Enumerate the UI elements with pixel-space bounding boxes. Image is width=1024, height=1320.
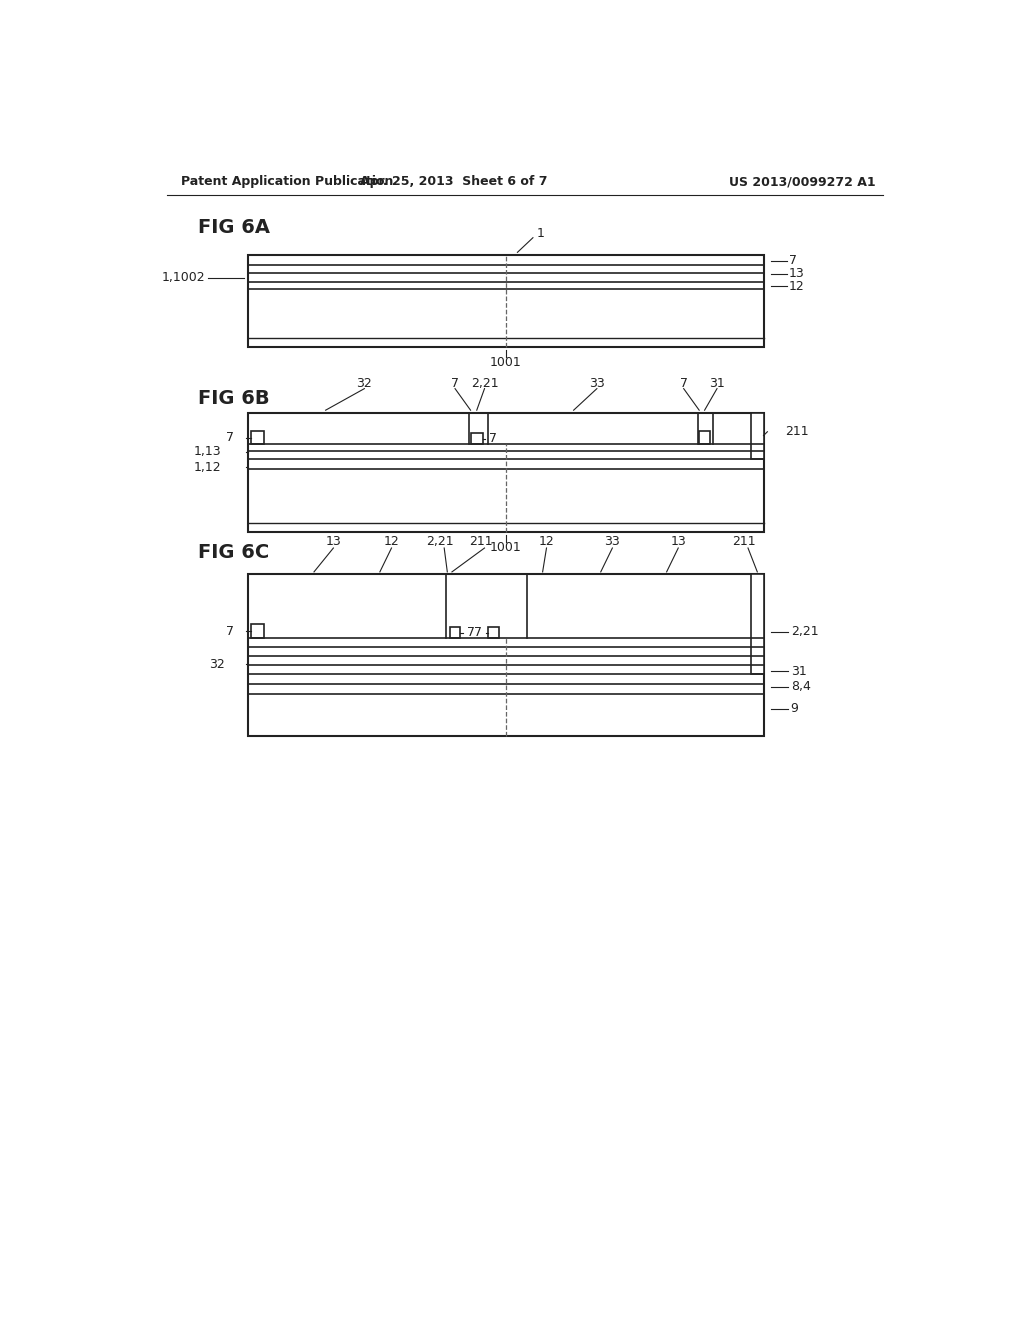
Text: FIG 6C: FIG 6C [198, 543, 269, 562]
Bar [488, 627, 500, 638]
Text: 7: 7 [790, 255, 797, 268]
Text: Patent Application Publication: Patent Application Publication [180, 176, 393, 187]
Text: 2,21: 2,21 [427, 536, 454, 548]
Text: 33: 33 [604, 536, 621, 548]
Text: 12: 12 [384, 536, 399, 548]
Text: 7: 7 [226, 624, 234, 638]
Text: 9: 9 [791, 702, 799, 715]
Text: 1001: 1001 [489, 356, 521, 370]
Bar [248, 574, 764, 737]
Text: 7: 7 [474, 626, 482, 639]
Text: 7: 7 [451, 376, 459, 389]
Text: 12: 12 [790, 280, 805, 293]
Bar [248, 255, 764, 347]
Text: 7: 7 [489, 432, 497, 445]
Text: 13: 13 [326, 536, 341, 548]
Text: FIG 6B: FIG 6B [198, 389, 269, 408]
Text: 2,21: 2,21 [791, 626, 818, 639]
Text: FIG 6A: FIG 6A [198, 218, 269, 238]
Text: 33: 33 [589, 376, 605, 389]
Text: 2,21: 2,21 [471, 376, 499, 389]
Text: 13: 13 [790, 268, 805, 280]
Text: 211: 211 [469, 536, 493, 548]
Text: 1,12: 1,12 [194, 461, 221, 474]
Bar [699, 432, 710, 444]
Text: Apr. 25, 2013  Sheet 6 of 7: Apr. 25, 2013 Sheet 6 of 7 [359, 176, 547, 187]
Text: 31: 31 [791, 665, 806, 677]
Bar [251, 624, 263, 638]
Text: 211: 211 [732, 536, 756, 548]
Text: 31: 31 [710, 376, 725, 389]
Text: 8,4: 8,4 [791, 680, 811, 693]
Bar [251, 432, 263, 444]
Text: 1: 1 [537, 227, 545, 240]
Text: US 2013/0099272 A1: US 2013/0099272 A1 [729, 176, 876, 187]
Text: 32: 32 [356, 376, 373, 389]
Bar [248, 413, 764, 532]
Bar [471, 433, 483, 444]
Bar [751, 574, 764, 675]
Bar [450, 627, 461, 638]
Text: 7: 7 [226, 432, 234, 445]
Text: 13: 13 [671, 536, 686, 548]
Text: 1,13: 1,13 [194, 445, 221, 458]
Text: 1,1002: 1,1002 [162, 271, 206, 284]
Text: 1001: 1001 [489, 541, 521, 554]
Text: 12: 12 [539, 536, 554, 548]
Text: 7: 7 [467, 626, 475, 639]
Text: 32: 32 [209, 657, 225, 671]
Bar [751, 412, 764, 459]
Text: 211: 211 [785, 425, 809, 438]
Text: 7: 7 [680, 376, 688, 389]
